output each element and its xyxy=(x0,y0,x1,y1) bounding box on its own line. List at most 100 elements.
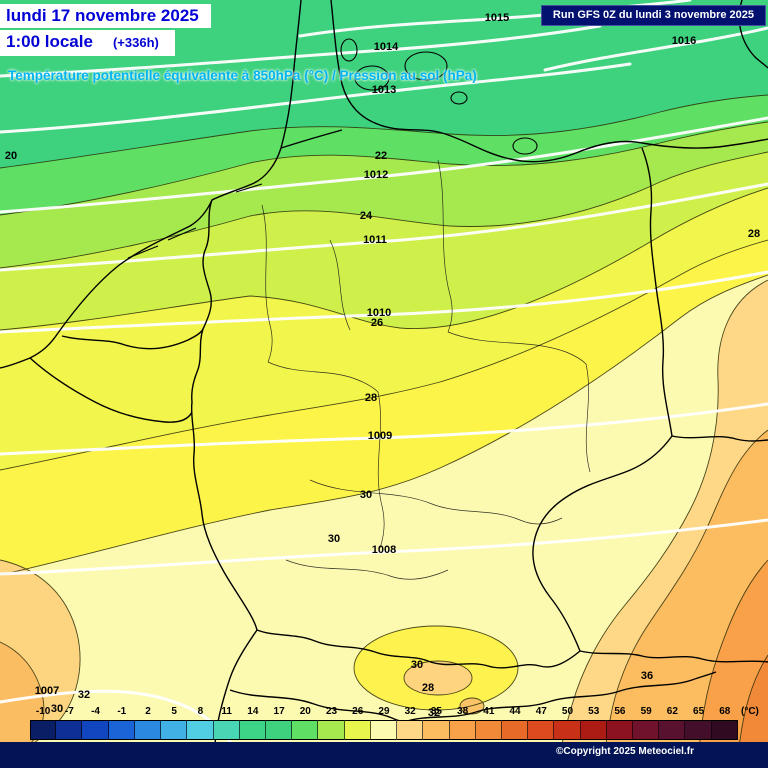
scale-cell: 32 xyxy=(397,704,424,740)
scale-cell: 2 xyxy=(134,704,162,740)
scale-tick-label: -10 xyxy=(35,706,51,717)
scale-cell: 29 xyxy=(370,704,398,740)
frisian-islands xyxy=(127,183,263,259)
scale-tick-label: -4 xyxy=(91,706,100,717)
scale-cells: -10 -7 -4 -1 2 5 8 11 14 17 20 23 26 29 32 35 38 41 44 47 50… xyxy=(30,704,738,740)
scale-swatch xyxy=(633,720,660,740)
isobar-1016 xyxy=(543,26,768,72)
scale-swatch xyxy=(56,720,83,740)
scale-cell: 17 xyxy=(265,704,293,740)
isobar-1012 xyxy=(0,116,768,214)
scale-tick-label: 62 xyxy=(666,706,678,717)
scale-cell: 53 xyxy=(580,704,607,740)
island-funen xyxy=(354,65,390,91)
scale-tick-label: 26 xyxy=(352,706,364,717)
isobar-1010 xyxy=(0,270,768,334)
coastline-baltic xyxy=(330,0,768,163)
state-borders xyxy=(261,159,591,580)
scale-swatch xyxy=(501,720,529,740)
scale-tick-label: 11 xyxy=(221,706,232,717)
scale-tick-label: 41 xyxy=(483,706,495,717)
border-germany-cz xyxy=(532,435,673,652)
scale-tick-label: 5 xyxy=(171,706,177,717)
scale-cell: 5 xyxy=(161,704,188,740)
island-zealand xyxy=(404,51,448,81)
scale-swatch xyxy=(423,720,450,740)
scale-swatch xyxy=(134,720,162,740)
scale-cell: -7 xyxy=(56,704,83,740)
scale-swatch xyxy=(318,720,345,740)
scale-swatch xyxy=(108,720,135,740)
scale-tick-label: 20 xyxy=(299,706,311,717)
region-orange-corner-38 xyxy=(737,655,768,768)
scale-swatch xyxy=(580,720,607,740)
copyright-label: ©Copyright 2025 Meteociel.fr xyxy=(556,746,694,757)
scale-swatch xyxy=(397,720,424,740)
scale-tick-label: 29 xyxy=(378,706,390,717)
scale-cell: -4 xyxy=(82,704,109,740)
region-alps-orange-pocket xyxy=(404,661,472,695)
forecast-offset-label: (+336h) xyxy=(112,35,159,50)
scale-swatch xyxy=(659,720,686,740)
time-row: 1:00 locale (+336h) xyxy=(0,30,175,56)
scale-cell: 56 xyxy=(606,704,634,740)
scale-cell: 59 xyxy=(633,704,660,740)
scale-cell: 65 xyxy=(685,704,712,740)
border-nl-be xyxy=(61,328,204,350)
scale-tick-label: 38 xyxy=(457,706,469,717)
region-green-below-20 xyxy=(0,0,768,168)
scale-tick-label: 32 xyxy=(404,706,416,717)
scale-tick-label: 68 xyxy=(719,706,731,717)
scale-cell: 62 xyxy=(659,704,686,740)
scale-tick-label: 35 xyxy=(430,706,442,717)
scale-swatch xyxy=(161,720,188,740)
scale-swatch xyxy=(606,720,634,740)
scale-cell: 50 xyxy=(554,704,581,740)
coastline-northsea xyxy=(57,0,302,334)
scale-tick-label: -7 xyxy=(64,706,74,717)
border-germany-south-at xyxy=(427,650,581,669)
scale-swatch xyxy=(711,720,738,740)
scale-tick-label: -1 xyxy=(117,706,127,717)
scale-cell: 14 xyxy=(239,704,266,740)
model-run-info: Run GFS 0Z du lundi 3 novembre 2025 xyxy=(540,5,766,26)
scale-cell: 26 xyxy=(344,704,371,740)
scale-swatch xyxy=(554,720,581,740)
scale-swatch xyxy=(187,720,214,740)
scale-tick-label: 44 xyxy=(509,706,521,717)
scale-cell: 44 xyxy=(501,704,529,740)
scale-tick-label: 2 xyxy=(145,706,151,717)
scale-tick-label: 56 xyxy=(614,706,626,717)
border-germany-west xyxy=(190,199,258,631)
scale-tick-label: 50 xyxy=(561,706,574,717)
border-at-it xyxy=(403,671,717,723)
scale-swatch xyxy=(528,720,555,740)
border-germany-pl xyxy=(641,147,673,437)
isobar-1013 xyxy=(0,62,632,134)
isobar-1011 xyxy=(0,182,768,272)
scale-swatch xyxy=(213,720,240,740)
scale-swatch xyxy=(449,720,476,740)
border-cz-pl xyxy=(671,435,768,442)
scale-swatch xyxy=(30,720,57,740)
scale-tick-label: 47 xyxy=(535,706,547,717)
scale-cell: 11 xyxy=(213,704,240,740)
scale-cell: -1 xyxy=(108,704,135,740)
scale-swatch xyxy=(685,720,712,740)
scale-tick-label: 23 xyxy=(325,706,338,717)
scale-swatch xyxy=(344,720,371,740)
isobar-1008 xyxy=(0,518,768,576)
island-ruegen xyxy=(512,137,538,155)
scale-swatch xyxy=(239,720,266,740)
scale-tick-label: 8 xyxy=(197,706,204,717)
scale-swatch xyxy=(292,720,319,740)
scale-tick-label: 14 xyxy=(247,706,259,717)
scale-swatch xyxy=(370,720,398,740)
scale-cell: 8 xyxy=(187,704,214,740)
scale-cell: 23 xyxy=(318,704,345,740)
scale-tick-label: 17 xyxy=(273,706,285,717)
scale-tick-label: 65 xyxy=(693,706,705,717)
